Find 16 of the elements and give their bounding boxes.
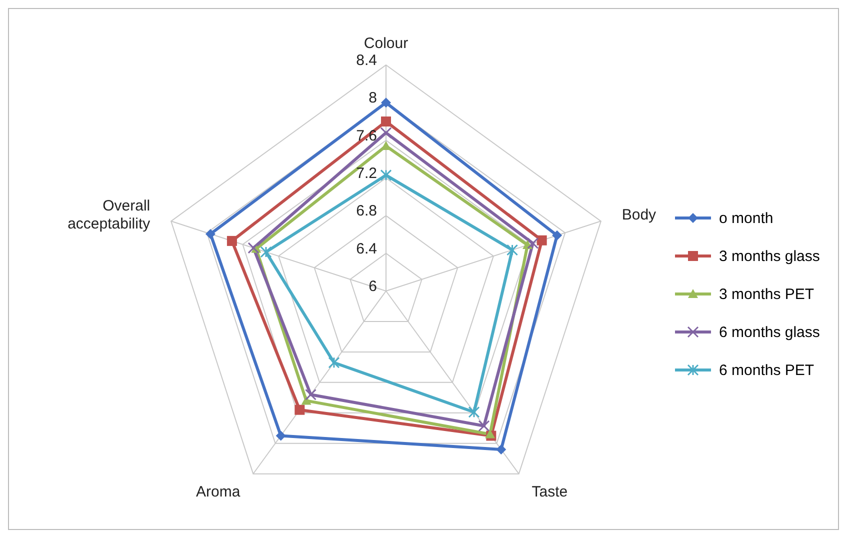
spoke-label: Colour [364,34,408,52]
legend-label: 6 months PET [719,362,814,378]
legend-label: 6 months glass [719,324,820,340]
spoke-label: Aroma [196,483,241,500]
legend-label: 3 months PET [719,286,814,302]
legend-label: o month [719,210,774,226]
y-tick-label: 6.4 [356,240,377,258]
spoke-label: Overall acceptability [68,196,151,232]
y-tick-label: 8.4 [356,52,377,69]
spoke-label: Taste [532,483,568,500]
y-tick-label: 6.8 [356,202,377,220]
y-tick-label: 7.2 [356,165,377,182]
y-tick-label: 8 [368,90,377,107]
y-tick-label: 6 [368,278,377,295]
spoke-label: Body [622,206,657,223]
legend-label: 3 months glass [719,248,820,264]
